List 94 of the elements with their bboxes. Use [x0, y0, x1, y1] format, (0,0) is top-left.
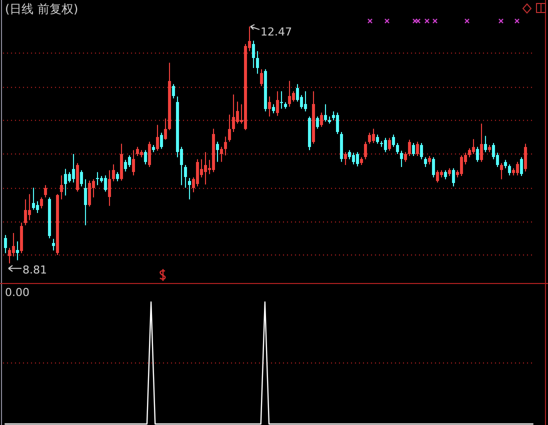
candlestick	[36, 200, 39, 214]
candlestick	[156, 124, 159, 152]
candlestick	[204, 152, 207, 185]
candlestick	[400, 150, 403, 168]
candlestick	[148, 141, 151, 168]
candlestick	[188, 177, 191, 200]
candlestick	[52, 238, 55, 251]
candlestick	[424, 156, 427, 168]
candlestick	[64, 168, 67, 196]
candlestick	[476, 146, 479, 162]
candlestick	[108, 170, 111, 206]
candlestick	[96, 172, 99, 186]
candlestick	[460, 154, 463, 177]
candlestick	[44, 184, 47, 198]
candlestick	[28, 194, 31, 221]
candlestick	[368, 132, 371, 144]
candlestick	[172, 84, 175, 99]
candlestick	[128, 154, 131, 168]
candlestick	[480, 123, 483, 162]
candlestick	[376, 134, 379, 144]
candlestick	[184, 164, 187, 188]
candlestick	[228, 114, 231, 142]
candlestick	[468, 148, 471, 158]
candlestick	[484, 135, 487, 153]
candlestick	[392, 134, 395, 148]
candlestick	[436, 170, 439, 184]
candlestick	[252, 40, 255, 68]
candlestick	[32, 187, 35, 210]
candlestick	[292, 90, 295, 102]
candlestick	[316, 116, 319, 130]
candlestick	[432, 156, 435, 178]
candlestick	[68, 172, 71, 184]
candlestick	[384, 137, 387, 153]
candlestick	[280, 90, 283, 110]
candlestick	[320, 112, 323, 128]
candlestick	[224, 136, 227, 156]
candlestick	[16, 240, 19, 261]
candlestick	[40, 196, 43, 209]
candlestick	[388, 137, 391, 152]
candlestick	[348, 150, 351, 160]
candlestick	[336, 112, 339, 134]
candlestick	[472, 138, 475, 155]
candlestick	[324, 104, 327, 122]
candlestick	[260, 68, 263, 87]
candlestick	[356, 152, 359, 167]
candlestick	[412, 142, 415, 156]
candlestick	[452, 168, 455, 187]
candlestick	[12, 232, 15, 257]
candlestick	[216, 141, 219, 162]
candlestick	[136, 146, 139, 156]
candlestick	[144, 150, 147, 165]
candlestick	[60, 174, 63, 200]
candlestick	[124, 159, 127, 172]
candlestick	[4, 234, 7, 254]
candlestick	[116, 172, 119, 182]
candlestick	[404, 152, 407, 162]
annotation: 12.47	[260, 26, 292, 39]
candlestick	[500, 162, 503, 180]
candlestick	[268, 96, 271, 118]
candlestick	[220, 146, 223, 162]
candlestick	[364, 141, 367, 160]
text: 0.00	[5, 286, 30, 299]
candlestick	[304, 90, 307, 112]
candlestick	[112, 164, 115, 182]
candlestick	[232, 94, 235, 133]
candlestick	[508, 164, 511, 176]
candlestick	[72, 154, 75, 184]
candlestick	[408, 139, 411, 156]
annotation: 8.81	[22, 263, 47, 276]
candlestick	[196, 158, 199, 187]
candlestick	[132, 150, 135, 176]
candlestick	[272, 104, 275, 114]
candlestick	[396, 142, 399, 155]
candlestick	[164, 118, 167, 140]
candlestick	[80, 170, 83, 187]
candlestick	[84, 178, 87, 226]
chart-title: (日线 前复权)	[5, 2, 78, 16]
candlestick	[104, 174, 107, 192]
candlestick	[444, 170, 447, 180]
candlestick	[516, 161, 519, 176]
candlestick	[352, 152, 355, 165]
candlestick	[8, 247, 11, 264]
candlestick	[160, 132, 163, 150]
candlestick	[256, 50, 259, 74]
candlestick	[344, 152, 347, 166]
candlestick	[524, 143, 527, 172]
candlestick	[276, 90, 279, 116]
candlestick	[88, 180, 91, 207]
candlestick	[520, 156, 523, 177]
candlestick	[24, 198, 27, 226]
candlestick	[288, 80, 291, 108]
candlestick	[416, 141, 419, 156]
candlestick	[372, 128, 375, 144]
candlestick	[420, 142, 423, 160]
